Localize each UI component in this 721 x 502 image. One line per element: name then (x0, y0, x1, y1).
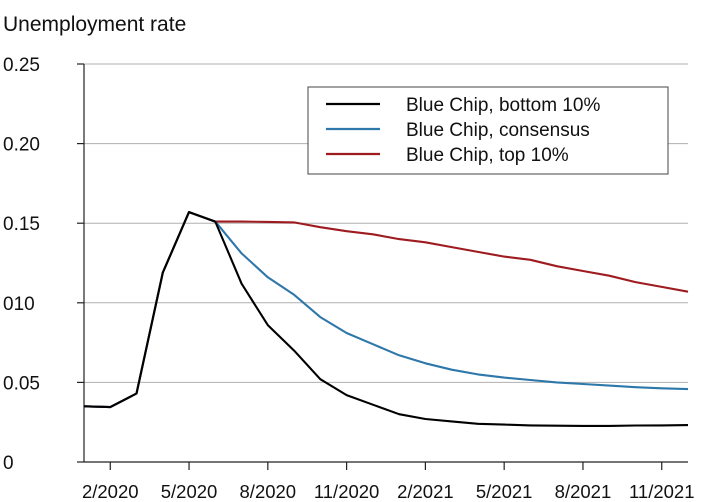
x-tick-label: 8/2021 (555, 481, 612, 502)
legend-label: Blue Chip, bottom 10% (406, 95, 600, 116)
series-line (83, 211, 689, 409)
y-tick-label: 0.20 (3, 135, 40, 156)
series-line (83, 211, 689, 427)
legend-label: Blue Chip, top 10% (406, 145, 569, 166)
y-tick-label: 0.05 (3, 373, 40, 394)
x-tick-label: 5/2020 (161, 481, 218, 502)
legend-box (307, 86, 669, 175)
y-axis-ticks: 0 0.05 010 0.15 0.20 0.25 (3, 55, 84, 474)
y-tick-label: 0.25 (3, 55, 40, 76)
x-tick-label: 11/2021 (629, 481, 695, 502)
x-tick-label: 11/2020 (314, 481, 380, 502)
legend: Blue Chip, bottom 10% Blue Chip, consensu… (307, 86, 669, 175)
x-tick-label: 8/2020 (240, 481, 297, 502)
y-tick-label: 0.15 (3, 214, 40, 235)
series-lines (83, 211, 689, 427)
x-tick-label: 5/2021 (476, 481, 533, 502)
x-tick-label: 2/2021 (397, 481, 454, 502)
y-tick-label: 010 (3, 294, 35, 315)
legend-label: Blue Chip, consensus (406, 120, 590, 141)
y-axis-title: Unemployment rate (3, 13, 186, 36)
x-tick-label: 2/2020 (82, 481, 139, 502)
x-axis: 2/2020 5/2020 8/2020 11/2020 2/2021 5/2021 8/2… (82, 64, 695, 502)
series-line (83, 211, 689, 409)
y-tick-label: 0 (3, 453, 14, 474)
